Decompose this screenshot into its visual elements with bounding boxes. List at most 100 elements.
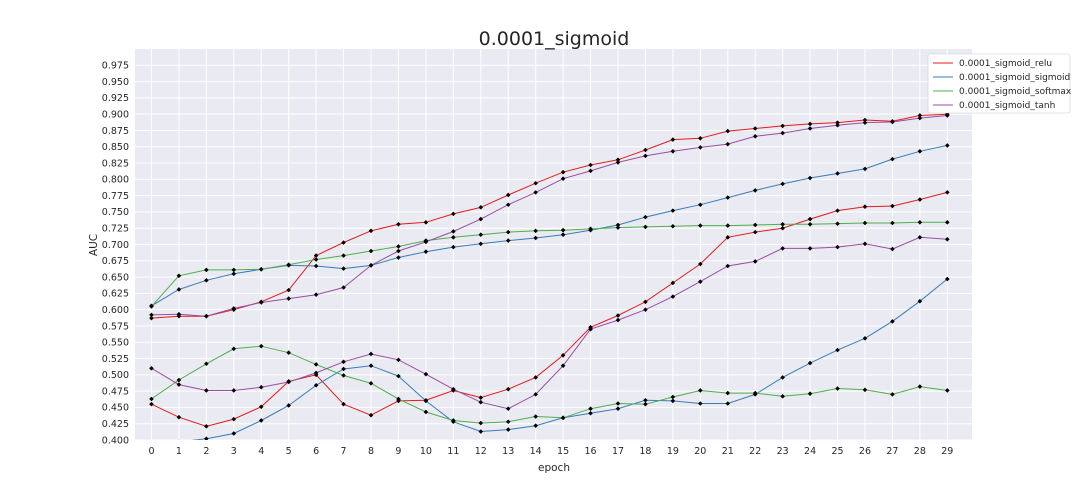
data-point xyxy=(752,390,758,396)
data-point xyxy=(231,431,237,436)
data-point xyxy=(286,262,291,268)
data-point xyxy=(588,226,593,232)
data-point xyxy=(396,244,401,249)
data-point xyxy=(615,317,621,323)
legend-label: 0.0001_sigmoid_relu xyxy=(959,59,1052,69)
y-tick-label: 0.500 xyxy=(102,370,129,381)
y-tick-label: 0.575 xyxy=(102,321,129,332)
data-point xyxy=(643,401,648,407)
y-tick-label: 0.625 xyxy=(102,289,129,300)
y-tick-label: 0.650 xyxy=(102,272,129,283)
y-tick-label: 0.675 xyxy=(102,256,129,267)
y-tick-label: 0.600 xyxy=(102,305,129,316)
data-point xyxy=(505,238,511,243)
x-tick-label: 17 xyxy=(612,446,624,457)
data-point xyxy=(698,261,703,267)
data-point xyxy=(670,149,676,154)
data-point xyxy=(478,429,484,434)
data-point xyxy=(807,360,813,366)
x-tick-label: 23 xyxy=(777,446,789,457)
data-point xyxy=(862,120,868,125)
legend-label: 0.0001_sigmoid_sigmoid xyxy=(959,73,1070,83)
data-point xyxy=(368,381,374,386)
data-point xyxy=(835,122,840,128)
x-tick-label: 25 xyxy=(831,446,843,457)
data-point xyxy=(835,386,840,391)
data-point xyxy=(149,396,154,402)
data-point xyxy=(835,171,840,176)
data-point xyxy=(698,279,703,284)
y-tick-label: 0.975 xyxy=(102,61,129,72)
x-tick-label: 8 xyxy=(368,446,374,457)
data-point xyxy=(396,357,401,363)
data-point xyxy=(204,388,209,393)
y-tick-label: 0.850 xyxy=(102,142,129,153)
y-tick-label: 0.425 xyxy=(102,419,129,430)
data-point xyxy=(835,244,840,250)
data-point xyxy=(423,239,429,245)
data-point xyxy=(258,343,264,349)
data-point xyxy=(505,202,511,208)
data-point xyxy=(615,406,621,412)
data-point xyxy=(752,222,758,228)
y-tick-label: 0.475 xyxy=(102,386,129,397)
y-axis-label: AUC xyxy=(88,234,100,256)
data-point xyxy=(231,388,237,393)
data-point xyxy=(149,312,154,318)
data-point xyxy=(725,223,731,228)
data-point xyxy=(313,292,319,297)
data-point xyxy=(780,375,785,380)
data-point xyxy=(396,396,401,402)
data-point xyxy=(258,300,264,305)
data-point xyxy=(478,395,484,400)
data-point xyxy=(725,263,731,269)
x-tick-label: 0 xyxy=(148,446,154,457)
legend-box xyxy=(927,53,1071,114)
y-tick-label: 0.450 xyxy=(102,403,129,414)
data-point xyxy=(231,271,237,277)
data-point xyxy=(478,399,484,405)
data-point xyxy=(368,248,374,254)
data-point xyxy=(560,352,566,358)
data-point xyxy=(780,181,785,187)
data-point xyxy=(780,221,785,227)
data-point xyxy=(149,304,154,309)
data-point xyxy=(533,375,538,380)
data-point xyxy=(835,120,840,125)
x-tick-label: 28 xyxy=(914,446,926,457)
data-point xyxy=(588,406,593,412)
data-point xyxy=(341,401,346,407)
data-point xyxy=(670,294,676,299)
data-point xyxy=(615,401,621,406)
data-point xyxy=(286,296,291,301)
data-point xyxy=(670,208,676,213)
x-tick-label: 7 xyxy=(341,446,347,457)
data-point xyxy=(396,373,401,379)
data-point xyxy=(505,192,511,198)
data-point xyxy=(368,228,374,234)
data-point xyxy=(258,418,264,423)
data-point xyxy=(176,273,182,279)
data-point xyxy=(368,351,374,357)
data-point xyxy=(807,216,813,222)
data-point xyxy=(451,418,456,423)
data-point xyxy=(231,267,237,273)
data-point xyxy=(533,228,538,234)
data-point xyxy=(423,371,429,377)
data-point xyxy=(478,205,484,210)
data-point xyxy=(917,298,923,304)
data-point xyxy=(945,113,950,118)
data-point xyxy=(368,263,374,268)
y-tick-label: 0.700 xyxy=(102,240,129,251)
chart-title: 0.0001_sigmoid xyxy=(479,28,630,50)
data-point xyxy=(560,415,566,421)
data-point xyxy=(451,386,456,392)
y-tick-label: 0.950 xyxy=(102,77,129,88)
data-point xyxy=(313,253,319,258)
data-point xyxy=(890,203,895,209)
data-point xyxy=(588,162,593,168)
x-tick-label: 19 xyxy=(667,446,679,457)
data-point xyxy=(615,160,621,165)
data-point xyxy=(670,394,676,400)
